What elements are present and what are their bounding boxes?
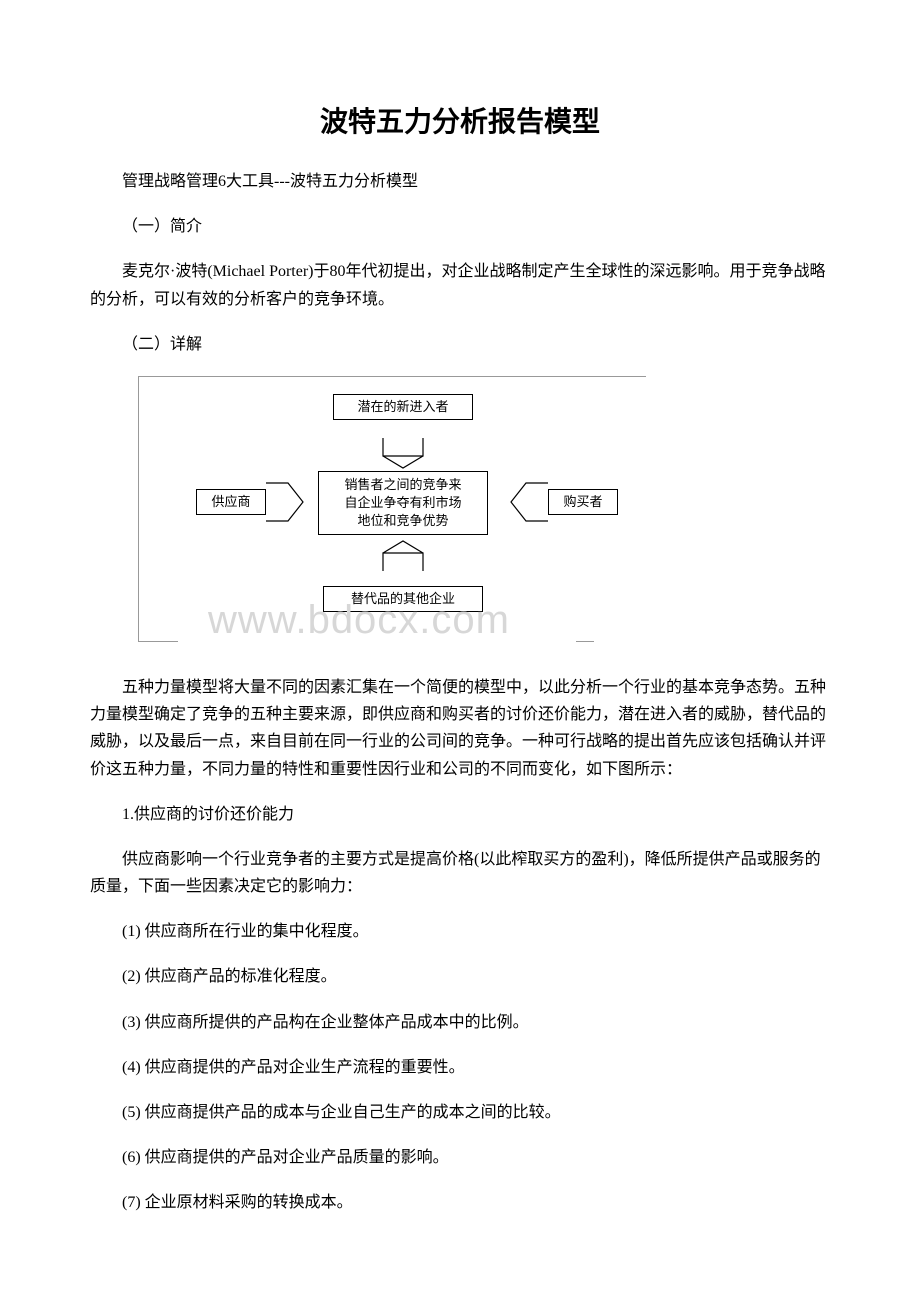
list-item-1: (1) 供应商所在行业的集中化程度。: [90, 918, 830, 945]
section-1-heading: （一）简介: [90, 213, 830, 240]
new-entrants-box: 潜在的新进入者: [333, 394, 473, 420]
section-1-body: 麦克尔·波特(Michael Porter)于80年代初提出，对企业战略制定产生…: [90, 258, 830, 312]
list-item-3: (3) 供应商所提供的产品构在企业整体产品成本中的比例。: [90, 1009, 830, 1036]
rivalry-line-3: 地位和竞争优势: [344, 512, 461, 530]
substitutes-box: 替代品的其他企业: [323, 586, 483, 612]
subtitle-line: 管理战略管理6大工具---波特五力分析模型: [90, 168, 830, 195]
list-item-4: (4) 供应商提供的产品对企业生产流程的重要性。: [90, 1054, 830, 1081]
after-diagram-paragraph: 五种力量模型将大量不同的因素汇集在一个简便的模型中，以此分析一个行业的基本竞争态…: [90, 674, 830, 783]
list-item-6: (6) 供应商提供的产品对企业产品质量的影响。: [90, 1144, 830, 1171]
buyers-label: 购买者: [563, 493, 602, 511]
new-entrants-label: 潜在的新进入者: [357, 398, 448, 416]
subsection-1-body: 供应商影响一个行业竞争者的主要方式是提高价格(以此榨取买方的盈利)，降低所提供产…: [90, 846, 830, 900]
list-item-2: (2) 供应商产品的标准化程度。: [90, 963, 830, 990]
subsection-1-heading: 1.供应商的讨价还价能力: [90, 801, 830, 828]
rivalry-line-1: 销售者之间的竞争来: [344, 476, 461, 494]
list-item-7: (7) 企业原材料采购的转换成本。: [90, 1189, 830, 1216]
section-2-heading: （二）详解: [90, 331, 830, 358]
rivalry-line-2: 自企业争夺有利市场: [344, 494, 461, 512]
suppliers-label: 供应商: [211, 493, 250, 511]
suppliers-box: 供应商: [196, 489, 266, 515]
diagram-frame-bottom: [138, 641, 178, 642]
five-forces-diagram: 潜在的新进入者 销售者之间的竞争来 自企业争夺有利市场 地位和竞争优势 供应商 …: [138, 376, 830, 656]
list-item-5: (5) 供应商提供产品的成本与企业自己生产的成本之间的比较。: [90, 1099, 830, 1126]
substitutes-label: 替代品的其他企业: [351, 590, 455, 608]
page-title: 波特五力分析报告模型: [90, 100, 830, 140]
diagram-frame-bottom-r: [576, 641, 594, 642]
rivalry-box: 销售者之间的竞争来 自企业争夺有利市场 地位和竞争优势: [318, 471, 488, 535]
buyers-box: 购买者: [548, 489, 618, 515]
